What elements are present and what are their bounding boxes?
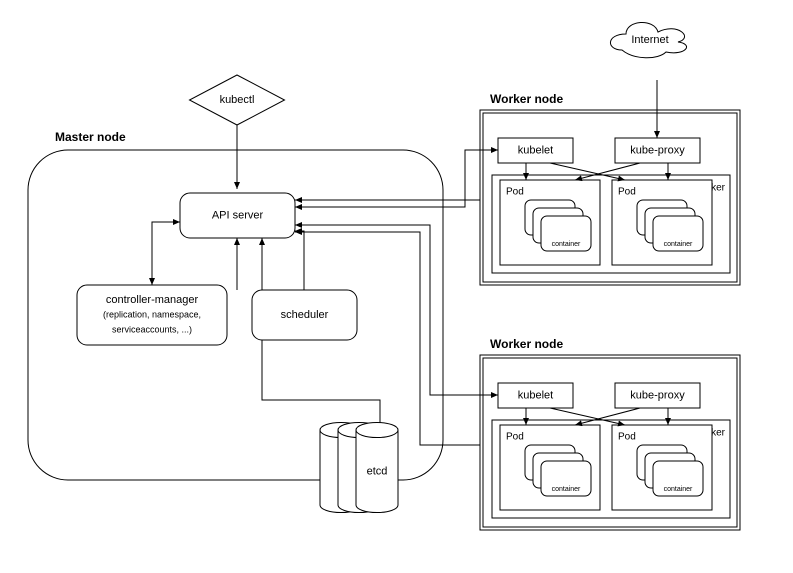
svg-text:container: container	[552, 486, 581, 493]
svg-text:Internet: Internet	[631, 34, 668, 46]
ctrlmgr: controller-manager (replication, namespac…	[77, 285, 227, 345]
svg-text:kubelet: kubelet	[518, 389, 553, 401]
svg-text:etcd: etcd	[367, 465, 388, 477]
svg-text:kube-proxy: kube-proxy	[630, 389, 685, 401]
svg-text:scheduler: scheduler	[281, 309, 329, 321]
svg-text:Pod: Pod	[506, 432, 524, 443]
svg-text:Worker node: Worker node	[490, 337, 563, 351]
svg-text:serviceaccounts, ...): serviceaccounts, ...)	[112, 324, 192, 334]
kubelet1: kubelet	[498, 138, 573, 163]
svg-text:kubelet: kubelet	[518, 144, 553, 156]
internet: Internet	[610, 22, 686, 57]
svg-text:API server: API server	[212, 209, 264, 221]
svg-text:Pod: Pod	[618, 187, 636, 198]
svg-text:container: container	[664, 241, 693, 248]
svg-text:Pod: Pod	[618, 432, 636, 443]
kubeproxy2: kube-proxy	[615, 383, 700, 408]
svg-text:(replication, namespace,: (replication, namespace,	[103, 309, 201, 319]
svg-text:Worker node: Worker node	[490, 92, 563, 106]
svg-text:container: container	[552, 241, 581, 248]
kubelet2: kubelet	[498, 383, 573, 408]
svg-text:Pod: Pod	[506, 187, 524, 198]
kubeproxy1: kube-proxy	[615, 138, 700, 163]
api: API server	[180, 193, 295, 238]
svg-text:kubectl: kubectl	[220, 94, 255, 106]
svg-text:controller-manager: controller-manager	[106, 294, 199, 306]
kubectl: kubectl	[190, 75, 285, 125]
svg-text:Master node: Master node	[55, 130, 126, 144]
svg-text:container: container	[664, 486, 693, 493]
etcd: etcd	[320, 422, 398, 512]
scheduler: scheduler	[252, 290, 357, 340]
svg-text:kube-proxy: kube-proxy	[630, 144, 685, 156]
